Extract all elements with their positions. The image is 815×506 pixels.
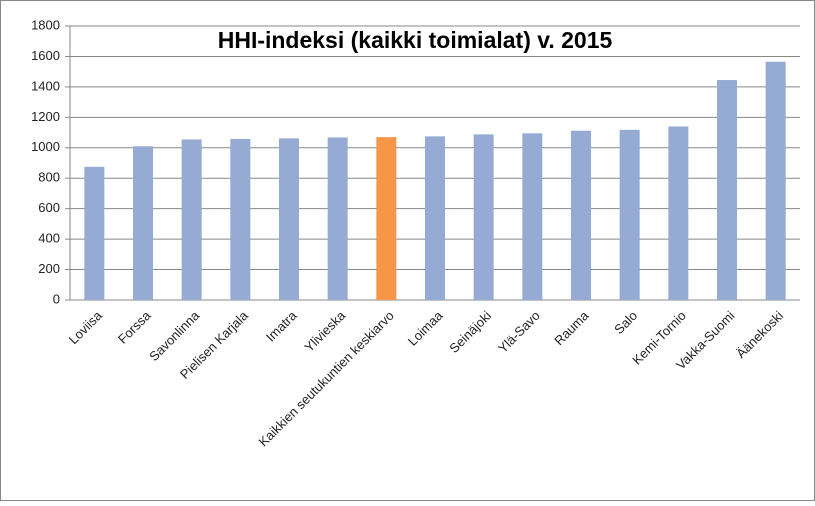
bar bbox=[84, 166, 105, 300]
y-tick-label: 400 bbox=[38, 231, 60, 246]
y-tick-label: 1000 bbox=[31, 139, 60, 154]
bar bbox=[717, 80, 737, 301]
bar bbox=[230, 138, 251, 300]
bar bbox=[571, 130, 591, 300]
bar bbox=[181, 139, 202, 300]
y-tick-label: 200 bbox=[38, 261, 60, 276]
y-tick-label: 800 bbox=[38, 170, 60, 185]
bar bbox=[376, 137, 397, 300]
y-tick-label: 600 bbox=[38, 200, 60, 215]
bar bbox=[619, 129, 640, 300]
bar bbox=[279, 138, 299, 300]
bar bbox=[765, 61, 786, 301]
chart-title: HHI-indeksi (kaikki toimialat) v. 2015 bbox=[218, 27, 613, 53]
y-tick-label: 1800 bbox=[31, 17, 60, 32]
y-tick-label: 1400 bbox=[31, 78, 60, 93]
bar bbox=[668, 126, 689, 300]
bar bbox=[327, 137, 348, 300]
bar bbox=[473, 134, 494, 300]
y-tick-label: 1200 bbox=[31, 109, 60, 124]
bar bbox=[425, 136, 445, 300]
y-tick-label: 1600 bbox=[31, 48, 60, 63]
y-tick-label: 0 bbox=[53, 291, 60, 306]
bar bbox=[133, 146, 153, 300]
bar bbox=[522, 133, 543, 300]
